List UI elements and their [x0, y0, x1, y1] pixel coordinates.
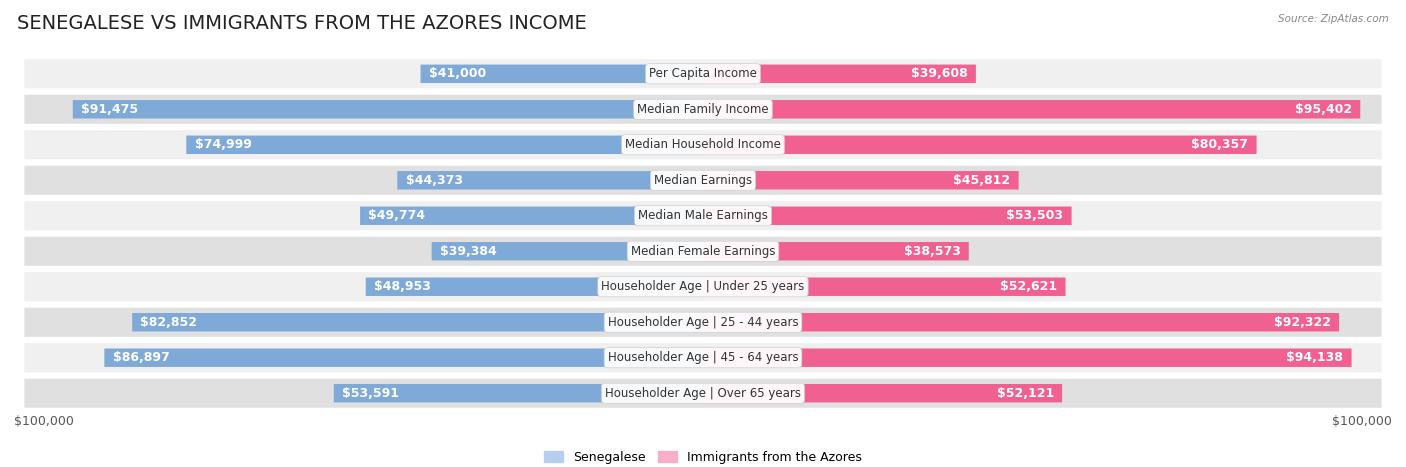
- Text: Householder Age | Over 65 years: Householder Age | Over 65 years: [605, 387, 801, 400]
- FancyBboxPatch shape: [398, 171, 703, 190]
- FancyBboxPatch shape: [24, 59, 1382, 88]
- FancyBboxPatch shape: [703, 277, 1066, 296]
- Text: Per Capita Income: Per Capita Income: [650, 67, 756, 80]
- FancyBboxPatch shape: [703, 171, 1018, 190]
- FancyBboxPatch shape: [366, 277, 703, 296]
- Text: $48,953: $48,953: [374, 280, 430, 293]
- Text: Median Male Earnings: Median Male Earnings: [638, 209, 768, 222]
- Text: $92,322: $92,322: [1274, 316, 1330, 329]
- FancyBboxPatch shape: [24, 308, 1382, 337]
- Legend: Senegalese, Immigrants from the Azores: Senegalese, Immigrants from the Azores: [540, 446, 866, 467]
- Text: Householder Age | 45 - 64 years: Householder Age | 45 - 64 years: [607, 351, 799, 364]
- FancyBboxPatch shape: [703, 242, 969, 261]
- Text: $44,373: $44,373: [405, 174, 463, 187]
- Text: $94,138: $94,138: [1286, 351, 1343, 364]
- FancyBboxPatch shape: [24, 237, 1382, 266]
- Text: $45,812: $45,812: [953, 174, 1011, 187]
- Text: Householder Age | 25 - 44 years: Householder Age | 25 - 44 years: [607, 316, 799, 329]
- Text: Source: ZipAtlas.com: Source: ZipAtlas.com: [1278, 14, 1389, 24]
- FancyBboxPatch shape: [703, 313, 1339, 332]
- FancyBboxPatch shape: [703, 135, 1257, 154]
- FancyBboxPatch shape: [703, 64, 976, 83]
- Text: Median Household Income: Median Household Income: [626, 138, 780, 151]
- Text: $100,000: $100,000: [1331, 415, 1392, 427]
- Text: SENEGALESE VS IMMIGRANTS FROM THE AZORES INCOME: SENEGALESE VS IMMIGRANTS FROM THE AZORES…: [17, 14, 586, 33]
- Text: $38,573: $38,573: [904, 245, 960, 258]
- FancyBboxPatch shape: [187, 135, 703, 154]
- Text: $52,121: $52,121: [997, 387, 1054, 400]
- FancyBboxPatch shape: [24, 272, 1382, 301]
- Text: Householder Age | Under 25 years: Householder Age | Under 25 years: [602, 280, 804, 293]
- FancyBboxPatch shape: [360, 206, 703, 225]
- FancyBboxPatch shape: [24, 343, 1382, 372]
- FancyBboxPatch shape: [703, 100, 1360, 119]
- FancyBboxPatch shape: [420, 64, 703, 83]
- FancyBboxPatch shape: [24, 201, 1382, 230]
- Text: $86,897: $86,897: [112, 351, 169, 364]
- FancyBboxPatch shape: [703, 384, 1062, 403]
- Text: Median Earnings: Median Earnings: [654, 174, 752, 187]
- Text: $49,774: $49,774: [368, 209, 426, 222]
- FancyBboxPatch shape: [132, 313, 703, 332]
- Text: $80,357: $80,357: [1191, 138, 1249, 151]
- FancyBboxPatch shape: [24, 379, 1382, 408]
- FancyBboxPatch shape: [333, 384, 703, 403]
- Text: $39,384: $39,384: [440, 245, 496, 258]
- Text: $53,591: $53,591: [342, 387, 399, 400]
- Text: $39,608: $39,608: [911, 67, 967, 80]
- FancyBboxPatch shape: [703, 348, 1351, 367]
- FancyBboxPatch shape: [104, 348, 703, 367]
- FancyBboxPatch shape: [24, 166, 1382, 195]
- FancyBboxPatch shape: [24, 130, 1382, 159]
- Text: $91,475: $91,475: [82, 103, 138, 116]
- FancyBboxPatch shape: [24, 95, 1382, 124]
- Text: $41,000: $41,000: [429, 67, 486, 80]
- Text: $74,999: $74,999: [194, 138, 252, 151]
- Text: $53,503: $53,503: [1007, 209, 1063, 222]
- FancyBboxPatch shape: [432, 242, 703, 261]
- FancyBboxPatch shape: [73, 100, 703, 119]
- FancyBboxPatch shape: [703, 206, 1071, 225]
- Text: $82,852: $82,852: [141, 316, 197, 329]
- Text: $95,402: $95,402: [1295, 103, 1353, 116]
- Text: $100,000: $100,000: [14, 415, 75, 427]
- Text: Median Family Income: Median Family Income: [637, 103, 769, 116]
- Text: Median Female Earnings: Median Female Earnings: [631, 245, 775, 258]
- Text: $52,621: $52,621: [1000, 280, 1057, 293]
